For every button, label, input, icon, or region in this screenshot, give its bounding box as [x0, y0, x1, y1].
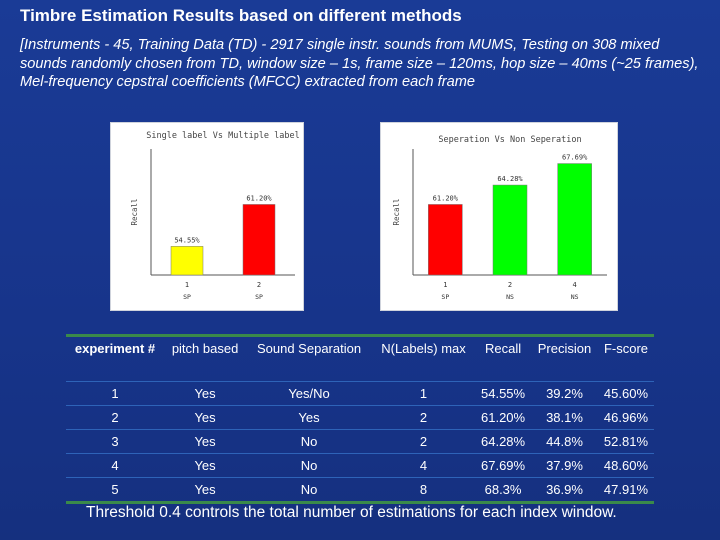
slide-subtitle: [Instruments - 45, Training Data (TD) - … [20, 37, 699, 90]
x-tick-sublabel: SP [183, 293, 191, 301]
cell-sound-separation: No [246, 429, 372, 454]
bar-4 [557, 163, 592, 276]
cell-n-labels: 2 [371, 405, 476, 430]
cell-n-labels: 2 [371, 429, 476, 454]
cell-sound-separation: No [246, 453, 372, 478]
x-tick-label: 4 [573, 281, 577, 289]
x-tick-sublabel: NS [506, 293, 514, 301]
bar-1 [170, 246, 204, 276]
table-row: 3 Yes No 2 64.28% 44.8% 52.81% [66, 429, 654, 454]
chart-svg-1: Single label Vs Multiple label Recall 54.5… [130, 131, 300, 301]
cell-recall: 54.55% [475, 381, 532, 406]
table-row: 2 Yes Yes 2 61.20% 38.1% 46.96% [66, 405, 654, 430]
cell-f-score: 52.81% [597, 429, 654, 454]
cell-pitch-based: Yes [164, 429, 247, 454]
table-row: 4 Yes No 4 67.69% 37.9% 48.60% [66, 453, 654, 478]
cell-experiment: 4 [66, 453, 165, 478]
threshold-footnote: Threshold 0.4 controls the total number … [86, 504, 617, 521]
cell-f-score: 46.96% [597, 405, 654, 430]
cell-experiment: 2 [66, 405, 165, 430]
bar-2 [242, 204, 276, 276]
bar-2 [492, 184, 528, 276]
cell-recall: 64.28% [475, 429, 532, 454]
cell-pitch-based: Yes [164, 381, 247, 406]
cell-f-score: 45.60% [597, 381, 654, 406]
header-sound-separation: Sound Separation [246, 335, 372, 382]
data-label: 64.28% [497, 175, 523, 183]
cell-sound-separation: Yes [246, 405, 372, 430]
cell-experiment: 1 [66, 381, 165, 406]
cell-f-score: 48.60% [597, 453, 654, 478]
cell-recall: 67.69% [475, 453, 532, 478]
x-tick-sublabel: NS [571, 293, 579, 301]
x-tick-sublabel: SP [441, 293, 449, 301]
y-axis-label: Recall [130, 198, 139, 225]
x-tick-sublabel: SP [255, 293, 263, 301]
cell-pitch-based: Yes [164, 405, 247, 430]
x-tick-label: 2 [257, 281, 261, 289]
header-pitch-based: pitch based [164, 335, 247, 382]
cell-precision: 38.1% [531, 405, 598, 430]
cell-recall: 68.3% [475, 477, 532, 503]
chart-svg-2: Seperation Vs Non Seperation Recall 61.20%… [392, 135, 607, 301]
cell-pitch-based: Yes [164, 477, 247, 503]
header-precision: Precision [531, 335, 598, 382]
cell-n-labels: 4 [371, 453, 476, 478]
chart-title: Seperation Vs Non Seperation [438, 135, 581, 145]
chart-separation-vs-non-separation: Seperation Vs Non Seperation Recall 61.20%… [380, 122, 618, 311]
cell-n-labels: 1 [371, 381, 476, 406]
cell-pitch-based: Yes [164, 453, 247, 478]
header-f-score: F-score [597, 335, 654, 382]
chart-single-vs-multiple-label: Single label Vs Multiple label Recall 54.5… [110, 122, 304, 311]
data-label: 61.20% [433, 194, 459, 202]
x-tick-label: 1 [443, 281, 447, 289]
chart-title: Single label Vs Multiple label [146, 131, 300, 141]
results-table: experiment # pitch based Sound Separatio… [66, 334, 654, 504]
cell-f-score: 47.91% [597, 477, 654, 503]
cell-precision: 44.8% [531, 429, 598, 454]
x-tick-label: 1 [185, 281, 189, 289]
cell-precision: 36.9% [531, 477, 598, 503]
header-recall: Recall [475, 335, 532, 382]
x-tick-label: 2 [508, 281, 512, 289]
data-label: 54.55% [174, 236, 200, 244]
header-n-labels-max: N(Labels) max [371, 335, 476, 382]
data-label: 67.69% [562, 154, 588, 162]
header-experiment: experiment # [66, 335, 165, 382]
data-label: 61.20% [246, 194, 272, 202]
table-row: 1 Yes Yes/No 1 54.55% 39.2% 45.60% [66, 381, 654, 406]
bar-1 [428, 204, 463, 276]
table-row: 5 Yes No 8 68.3% 36.9% 47.91% [66, 477, 654, 503]
table-header-row: experiment # pitch based Sound Separatio… [66, 335, 654, 382]
cell-precision: 37.9% [531, 453, 598, 478]
cell-experiment: 3 [66, 429, 165, 454]
cell-precision: 39.2% [531, 381, 598, 406]
slide-title: Timbre Estimation Results based on diffe… [20, 6, 462, 25]
cell-n-labels: 8 [371, 477, 476, 503]
cell-experiment: 5 [66, 477, 165, 503]
cell-recall: 61.20% [475, 405, 532, 430]
cell-sound-separation: No [246, 477, 372, 503]
y-axis-label: Recall [392, 198, 401, 225]
cell-sound-separation: Yes/No [246, 381, 372, 406]
